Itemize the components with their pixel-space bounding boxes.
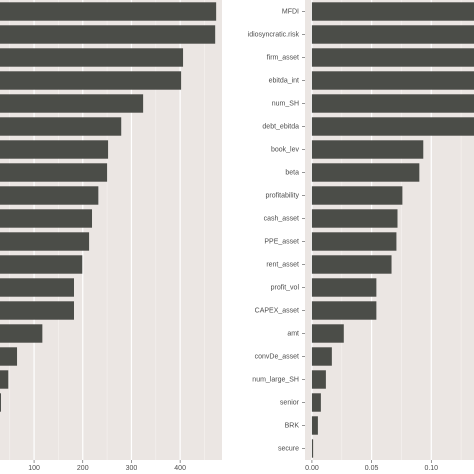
y-tick-label: num_SH [272,100,299,107]
y-tick-label: book_lev [271,146,300,153]
y-tick-label: MFDI [282,8,299,15]
y-tick-label: PPE_asset [264,238,299,245]
y-tick-label: profit_vol [271,284,300,291]
bar [0,324,43,343]
bar [0,209,93,228]
bar [0,255,83,274]
y-tick-label: BRK [285,422,300,429]
y-tick-label: amt [287,330,299,337]
plot-area [311,0,474,460]
bar [0,393,1,412]
y-tick-label: cash_asset [264,215,299,222]
bar [311,25,474,44]
bar [0,25,216,44]
x-tick-label: 0.00 [305,465,319,472]
bar [0,347,18,366]
y-tick-label: rent_asset [266,261,299,268]
bar [311,186,403,205]
x-tick-label: 0.05 [365,465,379,472]
x-tick-label: 400 [174,465,186,472]
plot-area [0,0,217,460]
panel-background [0,0,222,460]
x-tick-label: 100 [28,465,40,472]
bar [0,370,9,389]
y-tick-label: beta [285,169,299,176]
x-tick-label: 200 [77,465,89,472]
bar [0,232,90,251]
bar [311,255,392,274]
bar [311,439,314,458]
y-tick-label: num_large_SH [252,376,299,383]
bar [0,301,74,320]
bar [311,94,474,113]
panel-background [305,0,474,460]
bar [311,347,332,366]
bar [311,393,321,412]
bar [311,370,326,389]
x-tick-label: 300 [126,465,138,472]
bar [311,301,377,320]
bar [311,278,377,297]
y-tick-label: secure [278,445,299,452]
y-tick-label: senior [280,399,300,406]
bar [0,94,144,113]
bar [0,71,182,90]
bar [0,140,109,159]
bar [311,71,474,90]
bar [311,140,424,159]
x-tick-label: 0.10 [424,465,438,472]
bar [0,186,99,205]
bar [311,2,474,21]
y-tick-label: firm_asset [267,54,299,61]
y-tick-label: debt_ebitda [262,123,299,130]
bar [0,278,74,297]
y-tick-label: idiosyncratic.risk [248,31,300,38]
y-tick-label: CAPEX_asset [255,307,299,314]
bar [0,117,122,136]
y-tick-label: profitability [266,192,300,199]
bar [311,48,474,67]
bar [311,163,420,182]
bar [0,48,184,67]
bar [311,117,474,136]
bar [311,232,397,251]
bar [0,2,217,21]
bar [311,209,398,228]
y-tick-label: convDe_asset [255,353,299,360]
y-tick-label: ebitda_int [269,77,299,84]
bar [311,416,318,435]
bar [311,324,344,343]
bar [0,163,108,182]
